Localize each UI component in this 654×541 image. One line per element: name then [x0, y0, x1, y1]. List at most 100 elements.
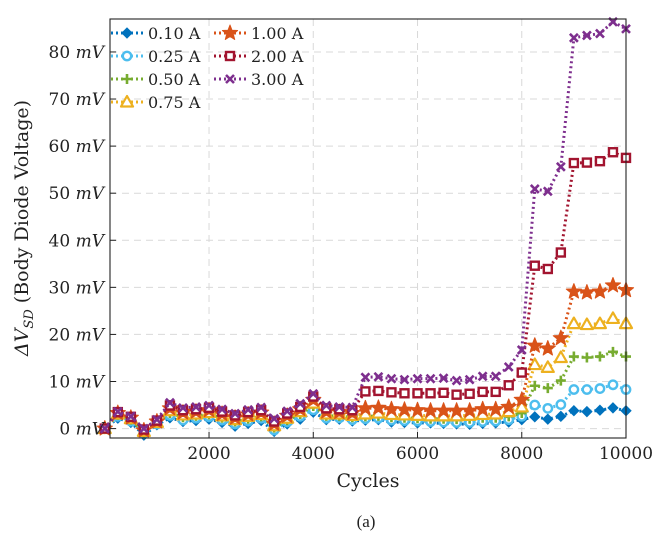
y-tick-label: 20 mV — [49, 325, 106, 345]
svg-text:ΔVSD (Body Diode Voltage): ΔVSD (Body Diode Voltage) — [11, 100, 37, 357]
data-point — [552, 329, 569, 346]
data-point — [295, 398, 306, 409]
data-point — [165, 397, 175, 408]
data-point — [151, 414, 162, 425]
x-tick-label: 8000 — [500, 444, 543, 464]
data-point — [269, 413, 280, 424]
data-point — [581, 384, 593, 395]
data-point — [542, 263, 554, 275]
y-axis-label-suffix: (Body Diode Voltage) — [11, 100, 33, 309]
data-point — [204, 400, 214, 411]
legend-swatch-marker — [225, 74, 235, 84]
data-point — [581, 30, 592, 41]
data-point — [542, 402, 554, 414]
data-point — [581, 157, 593, 168]
data-point — [229, 410, 241, 421]
data-point — [282, 406, 293, 417]
data-point — [578, 284, 596, 300]
figure-caption: (a) — [357, 512, 376, 531]
data-point — [230, 408, 241, 419]
x-tick-label: 4000 — [292, 444, 335, 464]
data-point — [516, 367, 527, 378]
data-point — [555, 161, 566, 172]
data-point — [503, 380, 514, 391]
data-point — [464, 388, 475, 399]
data-point — [513, 391, 530, 407]
data-point — [425, 373, 436, 384]
data-point — [555, 375, 566, 386]
data-point — [581, 405, 593, 418]
legend-swatch-marker — [122, 74, 132, 84]
data-point — [526, 337, 543, 353]
data-point — [438, 373, 449, 384]
y-tick-label: 50 mV — [49, 184, 106, 204]
legend-label: 0.25 A — [148, 47, 201, 66]
legend-item: 0.75 A — [111, 93, 201, 112]
data-point — [529, 380, 540, 391]
series-2-00-A — [99, 147, 632, 435]
data-point — [568, 351, 579, 362]
data-point — [451, 375, 462, 386]
y-tick-label: 60 mV — [49, 137, 106, 157]
ticks: 2000 4000 6000 8000 10000 0 mV 10 mV 20 mV 30 mV… — [49, 43, 654, 464]
y-axis-label-subscript: SD — [22, 309, 37, 329]
data-point — [500, 398, 517, 414]
data-point — [605, 311, 621, 325]
data-point — [514, 399, 529, 413]
legend-item: 0.25 A — [111, 47, 201, 66]
data-point — [464, 374, 475, 385]
data-point — [438, 387, 449, 399]
data-point — [581, 352, 592, 363]
data-point — [607, 147, 619, 158]
legend-swatch-marker — [119, 94, 135, 108]
data-point — [591, 283, 609, 299]
data-point — [125, 411, 136, 422]
x-tick-label: 10000 — [599, 444, 653, 464]
y-tick-label: 40 mV — [49, 231, 106, 251]
series-3-00-A — [99, 16, 631, 434]
data-point — [529, 260, 540, 271]
data-point — [594, 404, 606, 416]
y-axis-label: ΔVSD (Body Diode Voltage) — [11, 100, 37, 357]
data-point — [477, 371, 488, 382]
plot-frame — [109, 18, 627, 439]
data-point — [217, 404, 227, 415]
series-group — [96, 16, 635, 441]
data-point — [370, 399, 387, 415]
data-point — [386, 387, 397, 398]
data-point — [553, 350, 568, 364]
legend-item: 3.00 A — [214, 70, 304, 89]
data-point — [373, 371, 384, 382]
data-point — [607, 402, 619, 414]
data-point — [487, 400, 504, 417]
data-point — [383, 400, 400, 417]
data-point — [373, 385, 384, 397]
data-point — [477, 386, 488, 398]
legend-item: 0.50 A — [111, 70, 201, 89]
data-point — [412, 373, 423, 384]
x-axis-label: Cycles — [337, 470, 400, 492]
data-point — [539, 340, 556, 356]
data-point — [503, 361, 514, 372]
data-point — [594, 351, 605, 362]
data-point — [592, 316, 608, 330]
data-point — [566, 316, 581, 330]
data-point — [178, 402, 188, 413]
data-point — [568, 384, 580, 395]
data-point — [555, 247, 567, 258]
y-axis-label-prefix: ΔV — [11, 326, 33, 357]
x-tick-label: 2000 — [187, 444, 230, 464]
data-point — [568, 157, 580, 169]
data-point — [607, 346, 618, 357]
data-point — [412, 388, 423, 399]
legend-item: 0.10 A — [111, 24, 201, 43]
data-point — [529, 411, 541, 423]
data-point — [399, 374, 410, 385]
data-point — [594, 383, 606, 394]
data-point — [542, 383, 553, 394]
legend: 0.10 A 0.25 A 0.50 A 0.75 A 1.00 A 2.00 A 3.00… — [111, 24, 304, 112]
legend-label: 0.50 A — [148, 70, 201, 89]
data-point — [595, 28, 605, 39]
y-tick-label: 10 mV — [49, 373, 106, 393]
